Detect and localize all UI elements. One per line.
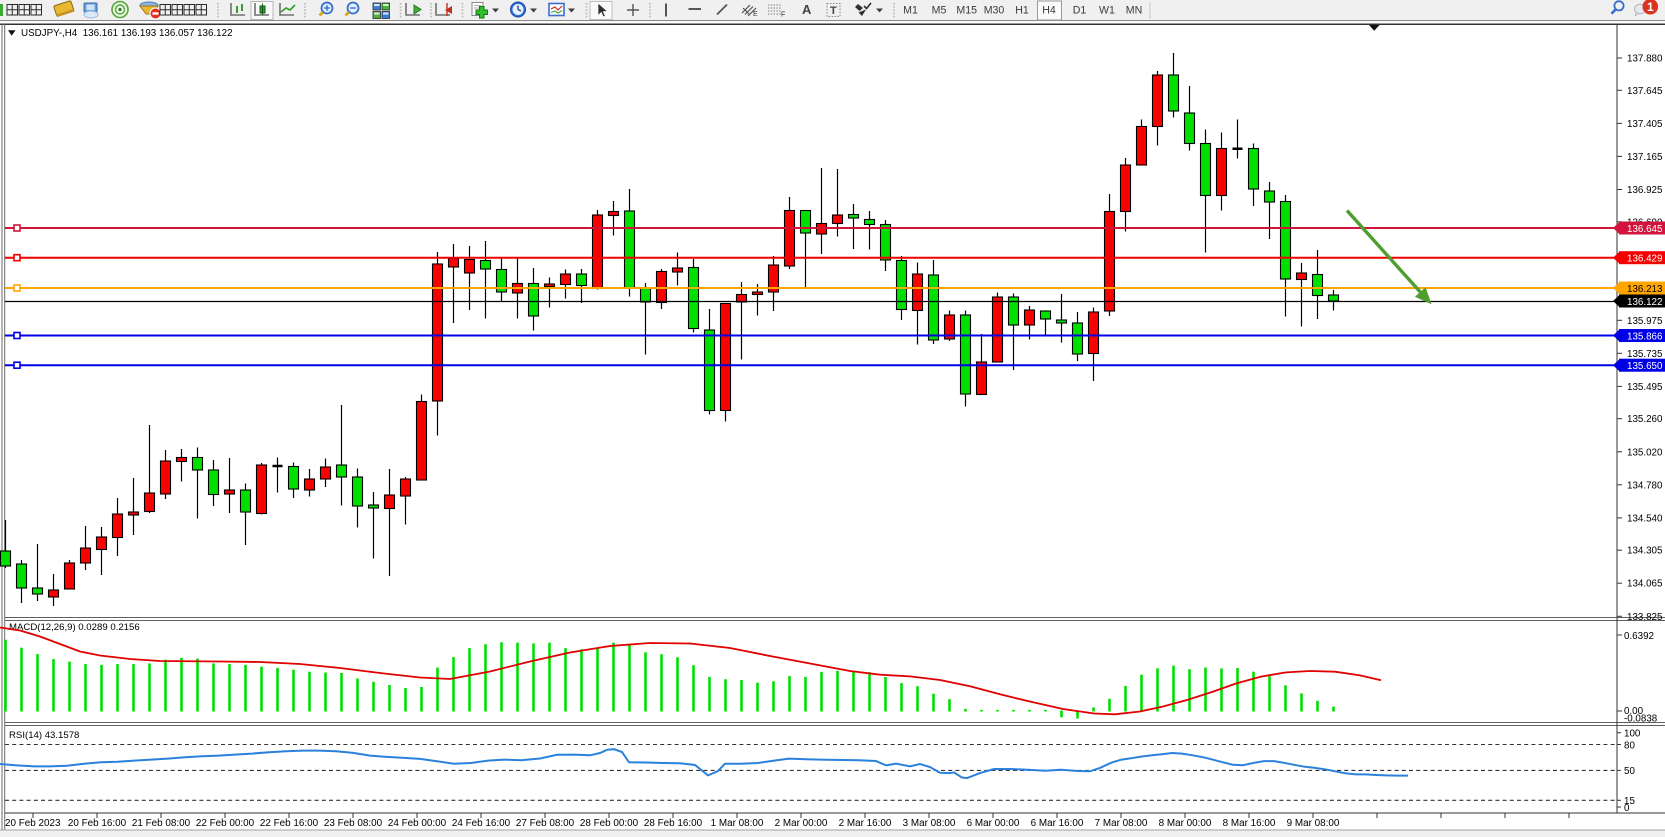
svg-text:USDJPY-,H4 136.161 136.193 13: USDJPY-,H4 136.161 136.193 136.057 136.1… xyxy=(21,28,233,39)
svg-text:134.780: 134.780 xyxy=(1627,480,1663,491)
svg-text:134.065: 134.065 xyxy=(1627,579,1663,590)
svg-text:M5: M5 xyxy=(932,5,947,17)
svg-text:20 Feb 16:00: 20 Feb 16:00 xyxy=(68,818,127,829)
svg-text:135.260: 135.260 xyxy=(1627,414,1663,425)
svg-text:28 Feb 16:00: 28 Feb 16:00 xyxy=(644,818,703,829)
svg-text:W1: W1 xyxy=(1099,5,1115,17)
svg-text:134.305: 134.305 xyxy=(1627,546,1663,557)
svg-text:136.645: 136.645 xyxy=(1627,224,1663,235)
svg-text:135.866: 135.866 xyxy=(1627,332,1663,343)
svg-text:6 Mar 16:00: 6 Mar 16:00 xyxy=(1031,818,1084,829)
svg-text:23 Feb 08:00: 23 Feb 08:00 xyxy=(324,818,383,829)
svg-text:E: E xyxy=(753,11,758,18)
svg-text:27 Feb 08:00: 27 Feb 08:00 xyxy=(516,818,575,829)
svg-text:136.213: 136.213 xyxy=(1627,284,1663,295)
svg-text:21 Feb 08:00: 21 Feb 08:00 xyxy=(132,818,191,829)
svg-text:0.00: 0.00 xyxy=(1624,706,1644,717)
svg-text:1: 1 xyxy=(1647,0,1654,14)
svg-text:22 Feb 16:00: 22 Feb 16:00 xyxy=(260,818,319,829)
svg-text:137.165: 137.165 xyxy=(1627,152,1663,163)
svg-text:1 Mar 08:00: 1 Mar 08:00 xyxy=(711,818,764,829)
svg-text:RSI(14) 43.1578: RSI(14) 43.1578 xyxy=(9,730,79,741)
svg-text:M1: M1 xyxy=(903,5,918,17)
svg-text:9 Mar 08:00: 9 Mar 08:00 xyxy=(1287,818,1340,829)
svg-text:136.429: 136.429 xyxy=(1627,254,1662,265)
svg-text:80: 80 xyxy=(1624,740,1635,751)
svg-text:137.645: 137.645 xyxy=(1627,86,1663,97)
svg-text:0.6392: 0.6392 xyxy=(1624,631,1654,642)
svg-text:50: 50 xyxy=(1624,766,1635,777)
svg-text:133.825: 133.825 xyxy=(1627,612,1663,623)
svg-text:135.735: 135.735 xyxy=(1627,349,1663,360)
svg-text:D1: D1 xyxy=(1073,5,1087,17)
svg-text:8 Mar 00:00: 8 Mar 00:00 xyxy=(1159,818,1212,829)
svg-text:MN: MN xyxy=(1126,5,1142,17)
svg-text:MACD(12,26,9) 0.0289 0.2156: MACD(12,26,9) 0.0289 0.2156 xyxy=(9,622,140,633)
svg-text:0: 0 xyxy=(1624,803,1630,814)
svg-text:20 Feb 2023: 20 Feb 2023 xyxy=(5,818,61,829)
svg-text:F: F xyxy=(781,12,785,19)
svg-text:M30: M30 xyxy=(984,5,1005,17)
svg-text:135.020: 135.020 xyxy=(1627,447,1663,458)
svg-text:135.650: 135.650 xyxy=(1627,361,1663,372)
svg-text:24 Feb 16:00: 24 Feb 16:00 xyxy=(452,818,511,829)
svg-text:M15: M15 xyxy=(956,5,977,17)
svg-text:T: T xyxy=(830,5,837,17)
svg-text:136.122: 136.122 xyxy=(1627,297,1662,308)
svg-text:8 Mar 16:00: 8 Mar 16:00 xyxy=(1223,818,1276,829)
svg-text:H4: H4 xyxy=(1042,5,1056,17)
svg-text:-0.0838: -0.0838 xyxy=(1624,714,1658,725)
svg-text:15: 15 xyxy=(1624,796,1635,807)
svg-text:H1: H1 xyxy=(1015,5,1029,17)
svg-text:135.495: 135.495 xyxy=(1627,382,1663,393)
svg-text:2 Mar 00:00: 2 Mar 00:00 xyxy=(775,818,828,829)
svg-text:135.975: 135.975 xyxy=(1627,316,1663,327)
svg-text:2 Mar 16:00: 2 Mar 16:00 xyxy=(839,818,892,829)
svg-text:3 Mar 08:00: 3 Mar 08:00 xyxy=(903,818,956,829)
svg-text:24 Feb 00:00: 24 Feb 00:00 xyxy=(388,818,447,829)
svg-text:134.540: 134.540 xyxy=(1627,513,1663,524)
svg-text:A: A xyxy=(802,2,812,17)
svg-text:28 Feb 00:00: 28 Feb 00:00 xyxy=(580,818,639,829)
svg-text:6 Mar 00:00: 6 Mar 00:00 xyxy=(967,818,1020,829)
svg-text:137.405: 137.405 xyxy=(1627,119,1663,130)
svg-text:22 Feb 00:00: 22 Feb 00:00 xyxy=(196,818,255,829)
svg-text:136.925: 136.925 xyxy=(1627,185,1663,196)
svg-text:100: 100 xyxy=(1624,729,1641,740)
svg-text:137.880: 137.880 xyxy=(1627,54,1663,65)
svg-text:7 Mar 08:00: 7 Mar 08:00 xyxy=(1095,818,1148,829)
